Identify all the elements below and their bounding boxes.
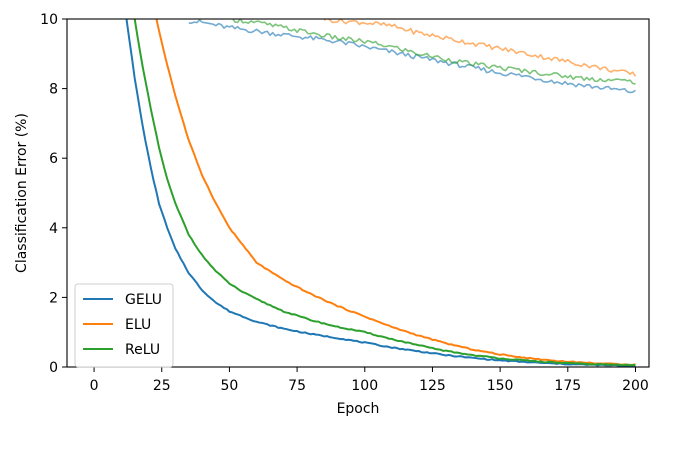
- series-line-relu-test: [231, 19, 636, 85]
- series-line-elu-train: [155, 19, 636, 366]
- series-line-elu-test: [323, 19, 637, 77]
- legend-label-elu: ELU: [125, 317, 151, 333]
- x-tick-label: 75: [288, 378, 306, 394]
- y-tick-label: 4: [49, 221, 58, 237]
- legend: GELU ELU ReLU: [74, 283, 174, 368]
- y-tick-label: 10: [40, 12, 58, 28]
- y-tick-label: 8: [49, 82, 58, 98]
- x-tick-label: 25: [153, 378, 171, 394]
- x-axis-label: Epoch: [337, 401, 380, 417]
- y-tick-label: 6: [49, 151, 58, 167]
- series-line-relu-train: [133, 19, 636, 367]
- series-line-gelu-test: [188, 19, 636, 94]
- legend-label-gelu: GELU: [125, 292, 162, 308]
- x-tick-label: 125: [419, 378, 446, 394]
- x-tick-label: 100: [351, 378, 378, 394]
- x-tick-label: 150: [487, 378, 514, 394]
- axes-frame: [66, 18, 650, 368]
- y-axis: 0 2 4 6 8 10: [40, 12, 67, 376]
- plot-area: [125, 19, 637, 367]
- legend-label-relu: ReLU: [125, 342, 160, 358]
- x-tick-label: 0: [90, 378, 99, 394]
- series-line-gelu-train: [125, 19, 636, 367]
- x-tick-label: 200: [622, 378, 649, 394]
- y-tick-label: 2: [49, 290, 58, 306]
- legend-box: [74, 283, 174, 368]
- x-axis: 0 25 50 75 100 125 150 175 200: [90, 367, 649, 394]
- y-axis-label: Classification Error (%): [14, 113, 30, 273]
- y-tick-label: 0: [49, 360, 58, 376]
- x-tick-label: 50: [221, 378, 239, 394]
- x-tick-label: 175: [554, 378, 581, 394]
